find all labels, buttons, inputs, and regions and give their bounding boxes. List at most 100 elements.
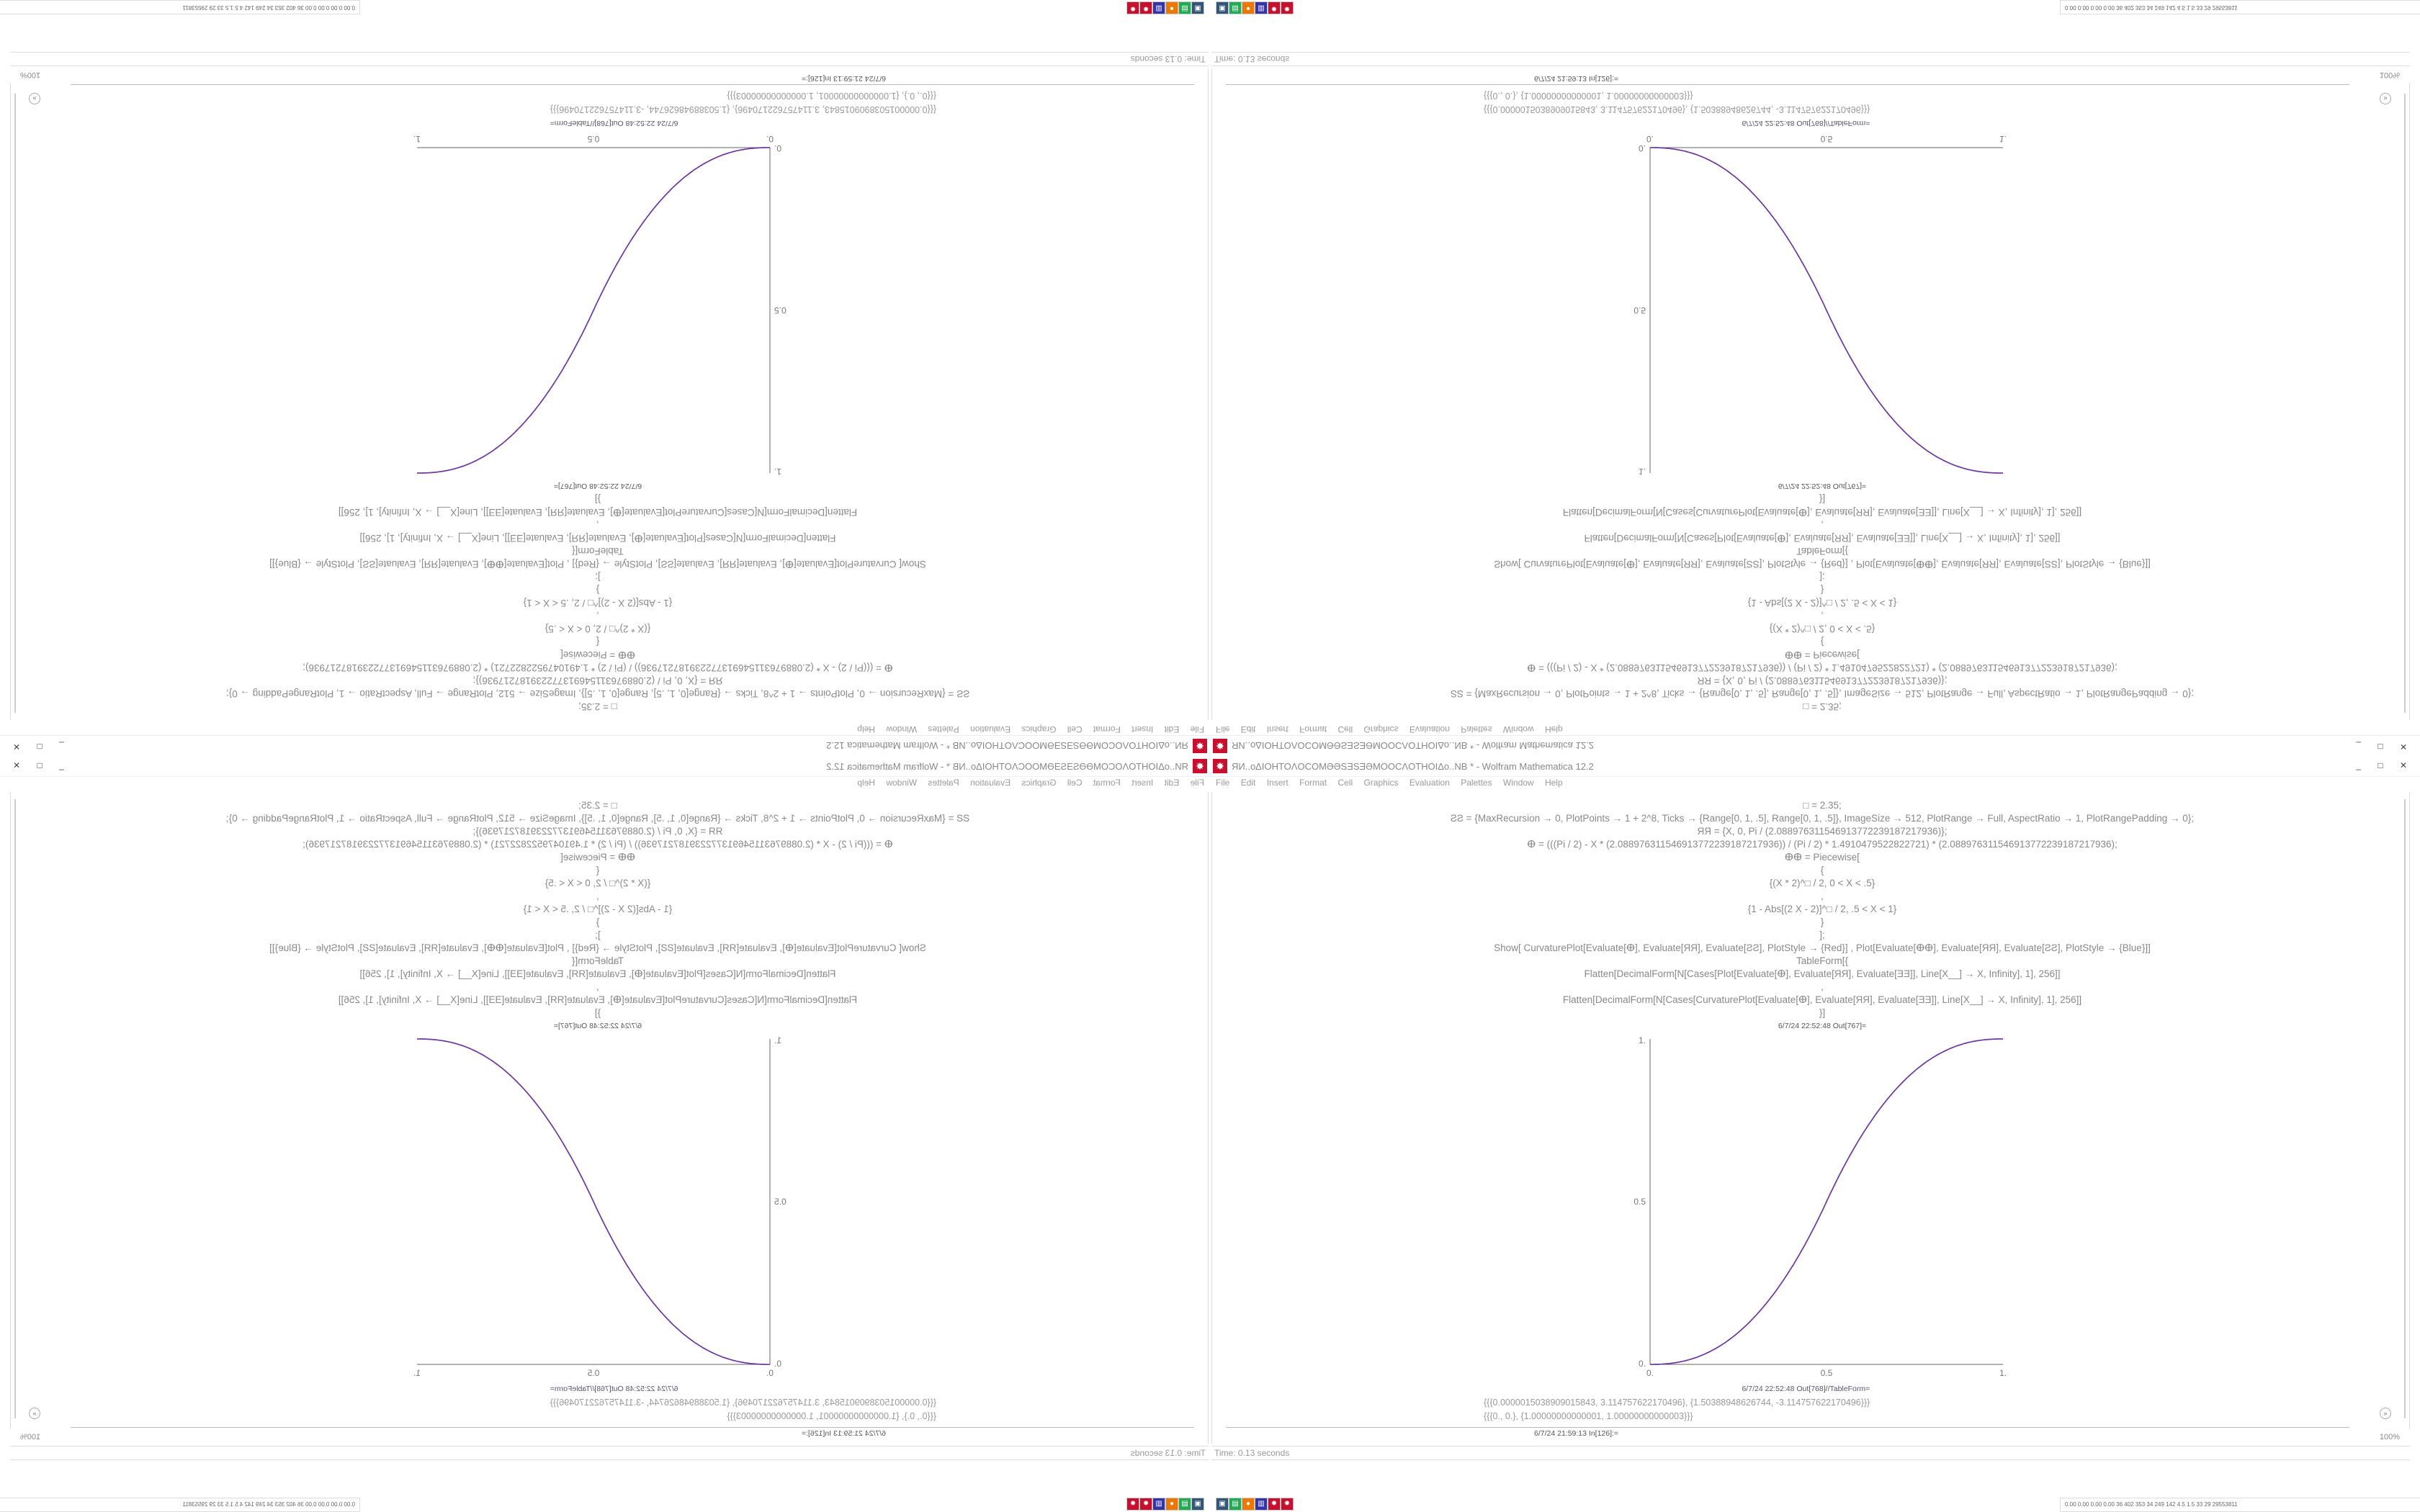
cell-brackets[interactable] <box>2397 799 2406 1418</box>
mathematica-icon[interactable]: ✸ <box>1139 1498 1152 1511</box>
menu-graphics[interactable]: Graphics <box>1363 778 1399 788</box>
mathematica-icon[interactable]: ✸ <box>1281 1 1294 14</box>
mathematica-icon[interactable]: ✸ <box>1126 1498 1139 1511</box>
menu-cell[interactable]: Cell <box>1067 724 1083 734</box>
zoom-level[interactable]: 100% <box>2379 1433 2400 1441</box>
maximize-button[interactable]: □ <box>2378 742 2390 752</box>
terminal-icon[interactable]: ▤ <box>1178 1 1191 14</box>
cell-brackets[interactable] <box>2397 94 2406 713</box>
close-button[interactable]: ✕ <box>2399 742 2414 752</box>
menu-help[interactable]: Help <box>1544 778 1563 788</box>
minimize-button[interactable]: _ <box>2356 742 2368 752</box>
cell-insertion-line[interactable] <box>71 1427 1194 1428</box>
menu-palettes[interactable]: Palettes <box>928 778 959 788</box>
menu-window[interactable]: Window <box>886 724 918 734</box>
vertical-scrollbar[interactable] <box>2409 83 2420 720</box>
menu-edit[interactable]: Edit <box>1164 724 1180 734</box>
menu-cell[interactable]: Cell <box>1337 778 1353 788</box>
minimize-button[interactable]: _ <box>2356 760 2368 770</box>
monitor-icon[interactable]: ▣ <box>1191 1498 1204 1511</box>
menu-format[interactable]: Format <box>1093 778 1121 788</box>
zoom-level[interactable]: 100% <box>20 71 41 79</box>
menu-window[interactable]: Window <box>1502 778 1534 788</box>
menu-format[interactable]: Format <box>1299 724 1327 734</box>
firefox-icon[interactable]: ● <box>1242 1 1255 14</box>
menu-insert[interactable]: Insert <box>1266 778 1289 788</box>
input-cell[interactable]: □ = 2.35; ƧƧ = {MaxRecursion → 0, PlotPo… <box>202 799 994 1032</box>
monitor-icon[interactable]: ▣ <box>1216 1498 1229 1511</box>
window-controls[interactable]: _ □ ✕ <box>2356 742 2414 752</box>
vertical-scrollbar[interactable] <box>0 83 11 720</box>
close-button[interactable]: ✕ <box>2399 760 2414 770</box>
maximize-button[interactable]: □ <box>30 742 42 752</box>
cell-insertion-line[interactable] <box>1226 84 2349 85</box>
expand-icon[interactable]: » <box>2380 1408 2391 1419</box>
mathematica-icon[interactable]: ✸ <box>1126 1 1139 14</box>
vertical-scrollbar[interactable] <box>0 792 11 1429</box>
firefox-icon[interactable]: ● <box>1165 1 1178 14</box>
menu-evaluation[interactable]: Evaluation <box>1409 778 1450 788</box>
menu-edit[interactable]: Edit <box>1164 778 1180 788</box>
menu-file[interactable]: File <box>1190 778 1204 788</box>
firefox-icon[interactable]: ● <box>1242 1498 1255 1511</box>
minimize-button[interactable]: _ <box>52 742 64 752</box>
expand-icon[interactable]: » <box>29 1408 40 1419</box>
terminal-icon[interactable]: ▤ <box>1178 1498 1191 1511</box>
cell-insertion-line[interactable] <box>1226 1427 2349 1428</box>
floppy-disk-icon[interactable]: ▥ <box>1255 1498 1268 1511</box>
menu-help[interactable]: Help <box>1544 724 1563 734</box>
menu-insert[interactable]: Insert <box>1266 724 1289 734</box>
menu-graphics[interactable]: Graphics <box>1021 724 1057 734</box>
menu-window[interactable]: Window <box>1502 724 1534 734</box>
window-controls[interactable]: _ □ ✕ <box>6 742 64 752</box>
zoom-level[interactable]: 100% <box>20 1433 41 1441</box>
monitor-icon[interactable]: ▣ <box>1216 1 1229 14</box>
menu-cell[interactable]: Cell <box>1067 778 1083 788</box>
menu-help[interactable]: Help <box>857 724 876 734</box>
firefox-icon[interactable]: ● <box>1165 1498 1178 1511</box>
terminal-icon[interactable]: ▤ <box>1229 1498 1242 1511</box>
floppy-disk-icon[interactable]: ▥ <box>1152 1498 1165 1511</box>
menu-file[interactable]: File <box>1216 778 1230 788</box>
cell-brackets[interactable] <box>14 799 23 1418</box>
menu-format[interactable]: Format <box>1299 778 1327 788</box>
menu-window[interactable]: Window <box>886 778 918 788</box>
expand-icon[interactable]: » <box>29 93 40 104</box>
terminal-icon[interactable]: ▤ <box>1229 1 1242 14</box>
window-controls[interactable]: _ □ ✕ <box>2356 760 2414 770</box>
menu-insert[interactable]: Insert <box>1131 724 1154 734</box>
menu-palettes[interactable]: Palettes <box>1461 724 1492 734</box>
input-cell[interactable]: □ = 2.35; ƧƧ = {MaxRecursion → 0, PlotPo… <box>202 480 994 713</box>
cell-brackets[interactable] <box>14 94 23 713</box>
window-controls[interactable]: _ □ ✕ <box>6 760 64 770</box>
mathematica-icon[interactable]: ✸ <box>1139 1 1152 14</box>
cell-insertion-line[interactable] <box>71 84 1194 85</box>
menu-graphics[interactable]: Graphics <box>1021 778 1057 788</box>
mathematica-icon[interactable]: ✸ <box>1268 1498 1281 1511</box>
mathematica-icon[interactable]: ✸ <box>1281 1498 1294 1511</box>
maximize-button[interactable]: □ <box>30 760 42 770</box>
menu-file[interactable]: File <box>1190 724 1204 734</box>
menu-graphics[interactable]: Graphics <box>1363 724 1399 734</box>
menu-evaluation[interactable]: Evaluation <box>970 778 1011 788</box>
input-cell[interactable]: □ = 2.35; ƧƧ = {MaxRecursion → 0, PlotPo… <box>1426 799 2218 1032</box>
input-cell[interactable]: □ = 2.35; ƧƧ = {MaxRecursion → 0, PlotPo… <box>1426 480 2218 713</box>
expand-icon[interactable]: » <box>2380 93 2391 104</box>
zoom-level[interactable]: 100% <box>2379 71 2400 79</box>
mathematica-icon[interactable]: ✸ <box>1268 1 1281 14</box>
close-button[interactable]: ✕ <box>6 760 21 770</box>
vertical-scrollbar[interactable] <box>2409 792 2420 1429</box>
monitor-icon[interactable]: ▣ <box>1191 1 1204 14</box>
floppy-disk-icon[interactable]: ▥ <box>1152 1 1165 14</box>
menu-edit[interactable]: Edit <box>1240 778 1256 788</box>
menu-format[interactable]: Format <box>1093 724 1121 734</box>
menu-file[interactable]: File <box>1216 724 1230 734</box>
minimize-button[interactable]: _ <box>52 760 64 770</box>
menu-palettes[interactable]: Palettes <box>928 724 959 734</box>
menu-edit[interactable]: Edit <box>1240 724 1256 734</box>
menu-insert[interactable]: Insert <box>1131 778 1154 788</box>
maximize-button[interactable]: □ <box>2378 760 2390 770</box>
menu-evaluation[interactable]: Evaluation <box>970 724 1011 734</box>
menu-palettes[interactable]: Palettes <box>1461 778 1492 788</box>
menu-evaluation[interactable]: Evaluation <box>1409 724 1450 734</box>
